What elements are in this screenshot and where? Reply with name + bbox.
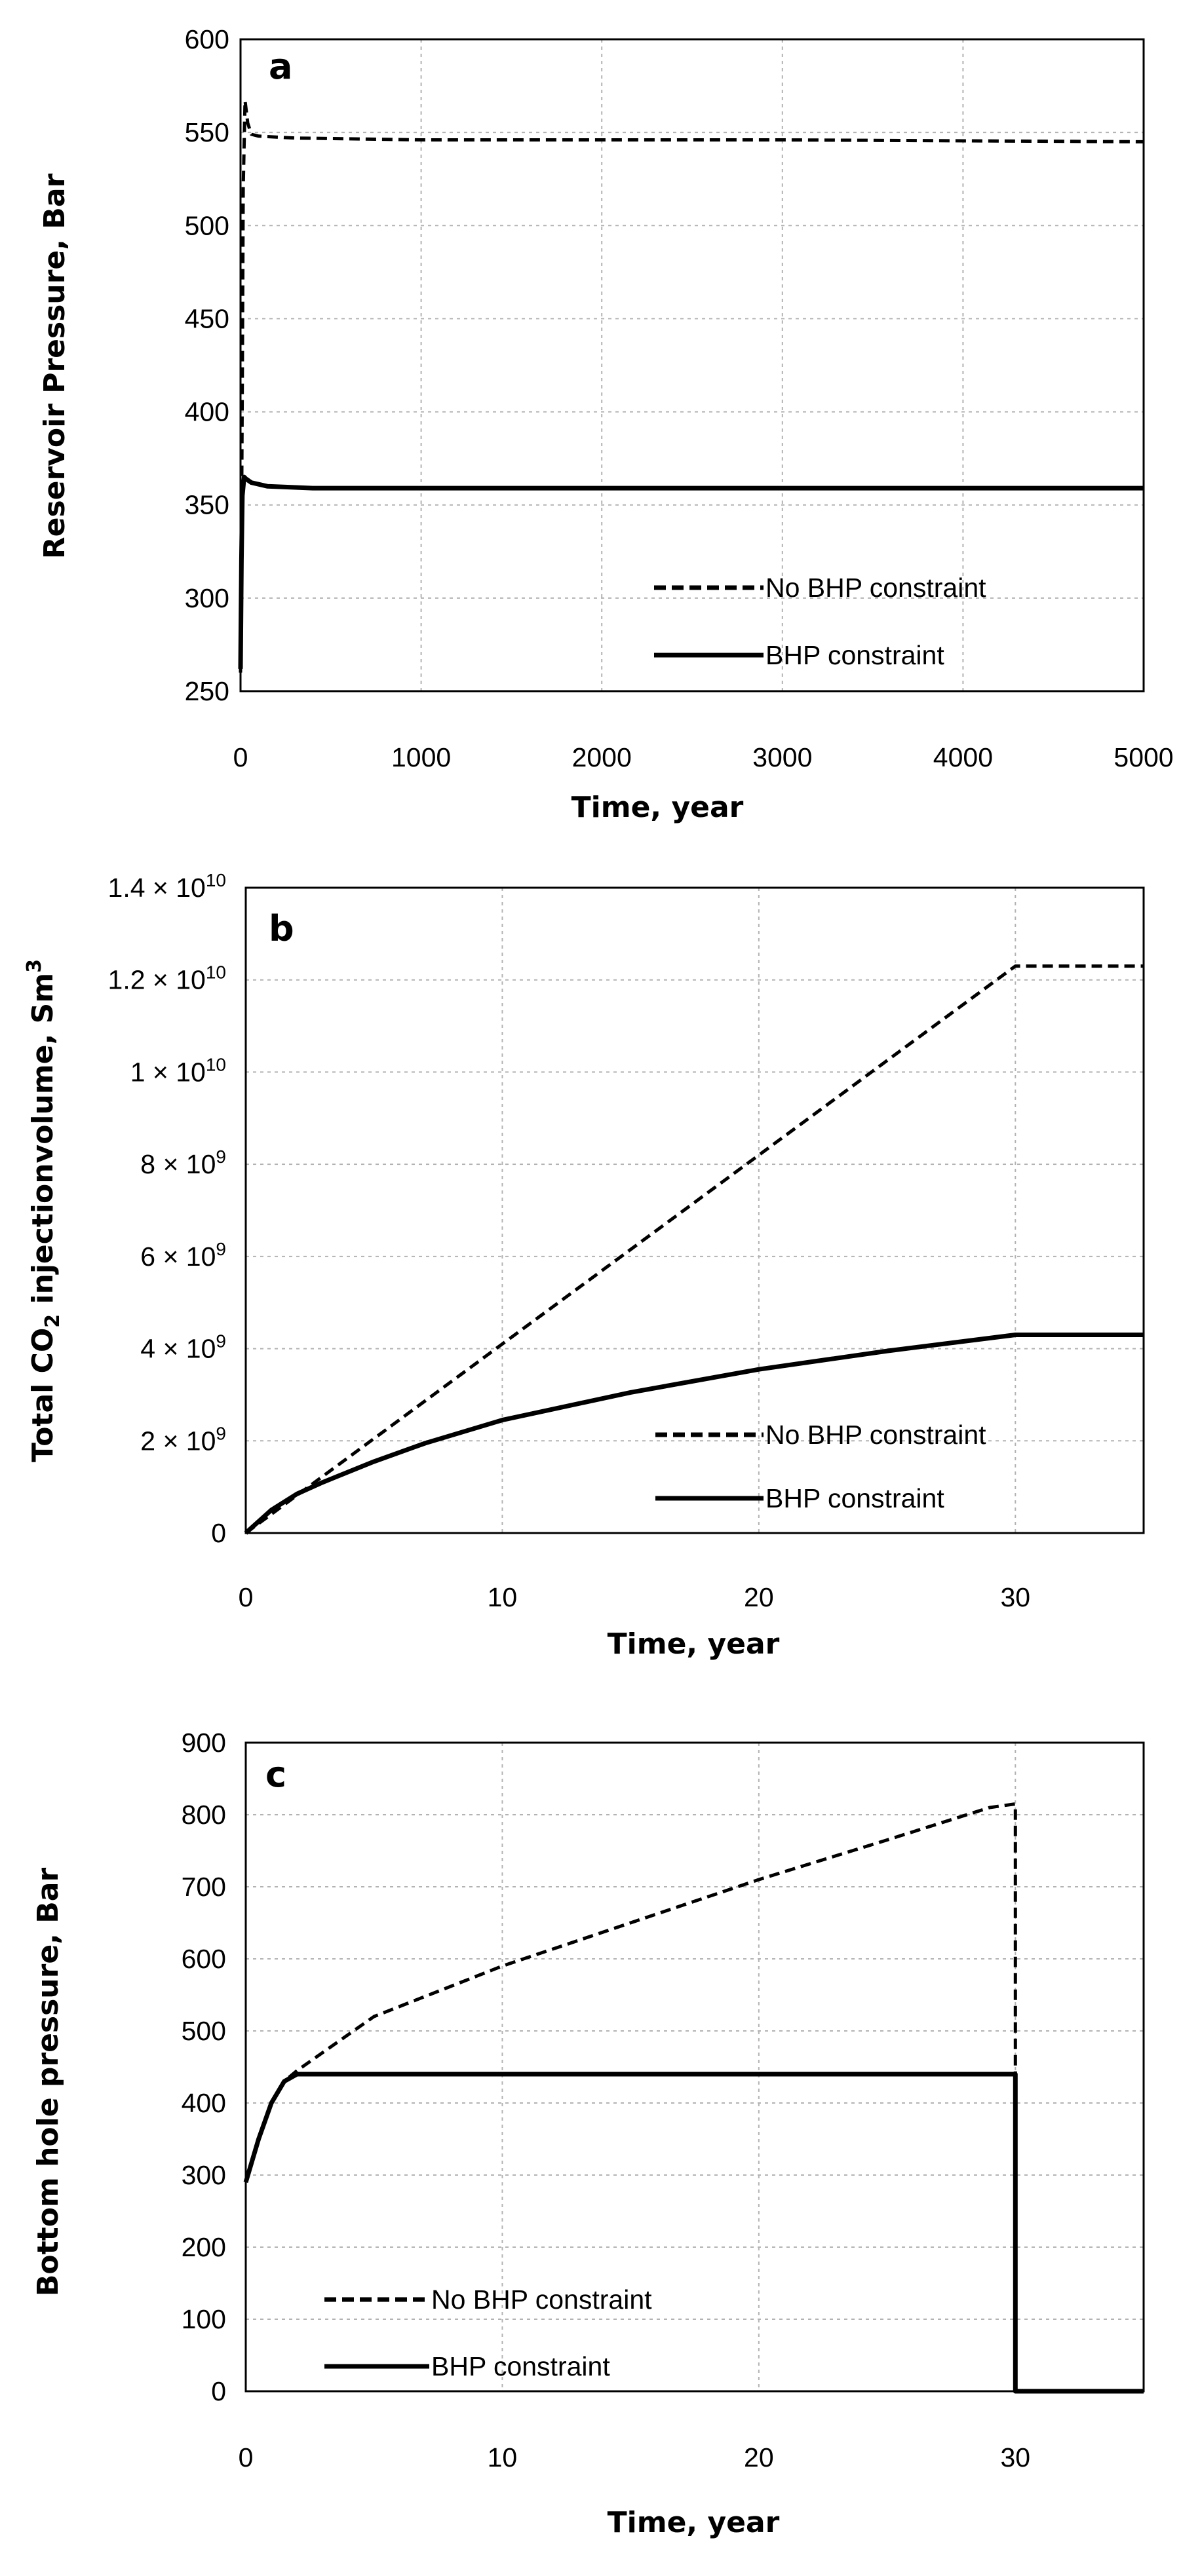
y-tick-exponent: 9 bbox=[216, 1331, 226, 1352]
y-tick-mantissa: 1 × 10 bbox=[130, 1057, 206, 1087]
y-tick-label-a-2: 350 bbox=[185, 490, 229, 520]
y-tick-label-c-8: 800 bbox=[182, 1800, 226, 1830]
x-tick-label-b-3: 30 bbox=[1000, 1582, 1030, 1612]
x-tick-label-b-1: 10 bbox=[488, 1582, 518, 1612]
y-tick-label-b-3: 6 × 109 bbox=[140, 1239, 226, 1272]
y-axis-label-b-sup: 3 bbox=[23, 959, 46, 973]
y-tick-mantissa: 6 × 10 bbox=[140, 1241, 216, 1272]
y-tick-exponent: 10 bbox=[206, 962, 226, 983]
x-tick-label-a-1: 1000 bbox=[391, 742, 451, 772]
y-tick-label-a-6: 550 bbox=[185, 117, 229, 147]
plot-frame-c bbox=[244, 1741, 1145, 2393]
y-axis-label-b-sub: 2 bbox=[41, 1314, 64, 1328]
x-tick-label-a-3: 3000 bbox=[752, 742, 812, 772]
series-no-bhp-constraint-a bbox=[239, 99, 1144, 673]
y-tick-label-c-1: 100 bbox=[182, 2304, 226, 2334]
series-bhp-constraint-a bbox=[238, 474, 1144, 669]
y-tick-label-b-2: 4 × 109 bbox=[140, 1331, 226, 1364]
y-tick-label-c-5: 500 bbox=[182, 2016, 226, 2046]
y-tick-label-a-4: 450 bbox=[185, 303, 229, 333]
x-axis-label-c: Time, year bbox=[608, 2506, 780, 2539]
y-tick-mantissa: 4 × 10 bbox=[140, 1334, 216, 1364]
legend-label-bhp-c: BHP constraint bbox=[431, 2351, 610, 2381]
y-axis-label-c: Bottom hole pressure, Bar bbox=[31, 1868, 65, 2297]
x-tick-label-c-0: 0 bbox=[239, 2442, 254, 2472]
y-axis-label-b-part2: injectionvolume, Sm bbox=[26, 973, 60, 1314]
y-tick-label-a-7: 600 bbox=[185, 24, 229, 54]
y-tick-mantissa: 1.4 × 10 bbox=[108, 873, 206, 903]
y-tick-label-c-7: 700 bbox=[182, 1872, 226, 1902]
y-tick-label-b-6: 1.2 × 1010 bbox=[108, 962, 226, 995]
chart-panel-a: 250 300 350 400 450 500 550 600 0 1000 2000 3000 40… bbox=[38, 24, 1174, 824]
y-axis-label-b: Total CO2 injectionvolume, Sm3 bbox=[23, 959, 64, 1462]
x-axis-label-a: Time, year bbox=[571, 791, 744, 824]
x-tick-label-c-3: 30 bbox=[1000, 2442, 1030, 2472]
y-axis-label-b-part1: Total CO bbox=[26, 1328, 60, 1462]
x-tick-label-b-0: 0 bbox=[239, 1582, 254, 1612]
y-tick-label-c-0: 0 bbox=[211, 2376, 226, 2406]
panel-label-a: a bbox=[269, 46, 292, 87]
legend-label-no-bhp-a: No BHP constraint bbox=[765, 573, 986, 603]
y-tick-label-b-0: 0 bbox=[211, 1518, 226, 1548]
series-bhp-constraint-b bbox=[244, 1333, 1144, 1535]
y-tick-exponent: 9 bbox=[216, 1239, 226, 1259]
y-tick-exponent: 9 bbox=[216, 1423, 226, 1443]
legend-label-bhp-a: BHP constraint bbox=[765, 640, 944, 670]
y-tick-label-b-4: 8 × 109 bbox=[140, 1146, 226, 1179]
y-tick-label-c-3: 300 bbox=[182, 2160, 226, 2190]
series-bhp-constraint-c bbox=[243, 2072, 1144, 2394]
y-tick-exponent: 10 bbox=[206, 870, 226, 890]
y-tick-label-b-1: 2 × 109 bbox=[140, 1423, 226, 1456]
y-tick-exponent: 9 bbox=[216, 1146, 226, 1167]
x-tick-label-a-5: 5000 bbox=[1113, 742, 1173, 772]
y-tick-label-b-7: 1.4 × 1010 bbox=[108, 870, 226, 903]
x-tick-label-a-0: 0 bbox=[233, 742, 248, 772]
y-tick-mantissa: 2 × 10 bbox=[140, 1426, 216, 1456]
panel-label-c: c bbox=[265, 1754, 286, 1795]
y-tick-label-a-1: 300 bbox=[185, 583, 229, 613]
legend-label-bhp-b: BHP constraint bbox=[765, 1483, 944, 1513]
y-tick-label-b-5: 1 × 1010 bbox=[130, 1054, 226, 1087]
x-tick-label-b-2: 20 bbox=[744, 1582, 774, 1612]
x-tick-label-c-2: 20 bbox=[744, 2442, 774, 2472]
legend-b: No BHP constraint BHP constraint bbox=[655, 1420, 986, 1513]
y-tick-label-c-4: 400 bbox=[182, 2088, 226, 2118]
x-tick-label-a-4: 4000 bbox=[933, 742, 993, 772]
y-axis-label-a: Reservoir Pressure, Bar bbox=[38, 173, 71, 559]
y-tick-label-c-9: 900 bbox=[182, 1728, 226, 1758]
y-tick-label-a-5: 500 bbox=[185, 210, 229, 240]
plot-frame-a bbox=[239, 38, 1145, 692]
plot-frame-b bbox=[244, 886, 1145, 1534]
x-tick-label-a-2: 2000 bbox=[572, 742, 632, 772]
y-tick-exponent: 10 bbox=[206, 1054, 226, 1074]
x-tick-label-c-1: 10 bbox=[488, 2442, 518, 2472]
chart-panel-c: 0 100 200 300 400 500 600 700 800 900 0 10 20 30 c T… bbox=[31, 1728, 1145, 2539]
legend-a: No BHP constraint BHP constraint bbox=[654, 573, 986, 670]
x-axis-label-b: Time, year bbox=[608, 1627, 780, 1661]
y-tick-label-a-3: 400 bbox=[185, 397, 229, 427]
legend-label-no-bhp-b: No BHP constraint bbox=[765, 1420, 986, 1450]
legend-label-no-bhp-c: No BHP constraint bbox=[431, 2284, 652, 2315]
y-tick-label-c-2: 200 bbox=[182, 2232, 226, 2262]
y-tick-label-c-6: 600 bbox=[182, 1944, 226, 1974]
panel-label-b: b bbox=[269, 908, 294, 949]
y-tick-mantissa: 1.2 × 10 bbox=[108, 965, 206, 995]
y-tick-mantissa: 8 × 10 bbox=[140, 1149, 216, 1179]
y-tick-label-a-0: 250 bbox=[185, 676, 229, 706]
legend-c: No BHP constraint BHP constraint bbox=[324, 2284, 652, 2381]
series-no-bhp-constraint-b bbox=[244, 964, 1144, 1535]
